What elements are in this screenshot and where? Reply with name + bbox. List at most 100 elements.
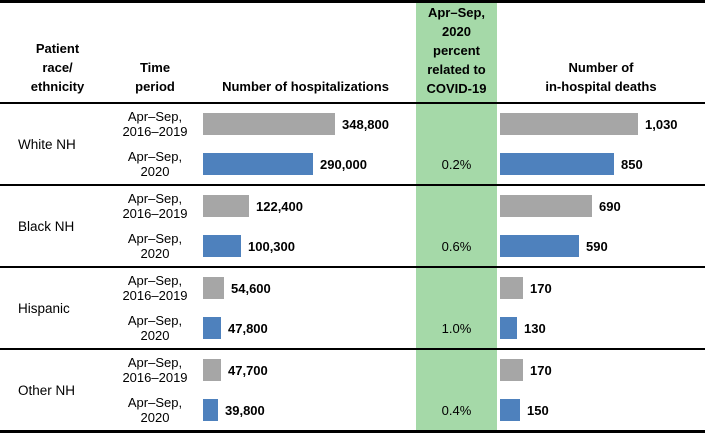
race-label: White NH <box>18 136 76 152</box>
hospitalizations-bar-prior <box>203 195 249 217</box>
period-line: 2020 <box>140 328 170 343</box>
period-line: Apr–Sep, <box>127 191 183 206</box>
race-label: Black NH <box>18 218 75 234</box>
covid-percent-cell-blank <box>416 104 497 144</box>
header-covid-line: related to <box>427 62 486 77</box>
period-line: 2020 <box>140 410 170 425</box>
covid-percent-cell-blank <box>416 350 497 390</box>
deaths-value-prior: 170 <box>530 362 552 378</box>
header-race-line: ethnicity <box>30 79 85 94</box>
race-section: Other NH Apr–Sep, 2016–2019 47,700 170 A… <box>0 350 705 430</box>
header-race: Patient race/ ethnicity <box>0 3 115 102</box>
deaths-bar-prior <box>500 277 523 299</box>
header-hospitalizations-label: Number of hospitalizations <box>222 79 389 94</box>
race-section: White NH Apr–Sep, 2016–2019 348,800 1,03… <box>0 104 705 186</box>
hospitalizations-value-prior: 54,600 <box>231 280 271 296</box>
hospitalizations-value-2020: 39,800 <box>225 402 265 418</box>
period-label-prior: Apr–Sep, 2016–2019 <box>115 186 195 226</box>
deaths-cell-2020: 150 <box>497 390 705 430</box>
covid-percent-value: 1.0% <box>441 320 472 336</box>
deaths-bar-2020 <box>500 399 520 421</box>
hospitalizations-bar-2020 <box>203 399 218 421</box>
header-deaths-line: Number of <box>568 60 634 75</box>
deaths-cell-2020: 130 <box>497 308 705 348</box>
hospitalizations-value-2020: 47,800 <box>228 320 268 336</box>
hospitalizations-bar-prior <box>203 113 335 135</box>
race-label: Other NH <box>18 382 76 398</box>
deaths-value-2020: 150 <box>527 402 549 418</box>
period-label-2020: Apr–Sep, 2020 <box>115 308 195 348</box>
period-label-2020: Apr–Sep, 2020 <box>115 390 195 430</box>
hospitalizations-bar-prior <box>203 277 224 299</box>
period-line: Apr–Sep, <box>127 231 183 246</box>
hospitalizations-cell-2020: 290,000 <box>195 144 416 184</box>
period-line: 2020 <box>140 164 170 179</box>
hospitalizations-value-prior: 47,700 <box>228 362 268 378</box>
hospitalizations-bar-2020 <box>203 235 241 257</box>
hospitalizations-value-2020: 100,300 <box>248 238 295 254</box>
deaths-cell-2020: 850 <box>497 144 705 184</box>
period-line: 2016–2019 <box>122 288 188 303</box>
deaths-bar-2020 <box>500 317 517 339</box>
header-time-line: period <box>135 79 175 94</box>
covid-percent-value: 0.2% <box>441 156 472 172</box>
period-label-2020: Apr–Sep, 2020 <box>115 144 195 184</box>
header-covid-line: percent <box>433 43 480 58</box>
hospitalizations-value-prior: 122,400 <box>256 198 303 214</box>
covid-percent-value: 0.6% <box>441 238 472 254</box>
period-line: Apr–Sep, <box>127 149 183 164</box>
header-time-line: Time <box>139 60 171 75</box>
deaths-bar-prior <box>500 113 638 135</box>
header-deaths-line: in-hospital deaths <box>545 79 657 94</box>
covid-percent-cell-blank <box>416 268 497 308</box>
header-row: Patient race/ ethnicity Time period Numb… <box>0 3 705 104</box>
hospitalizations-value-2020: 290,000 <box>320 156 367 172</box>
race-section: Hispanic Apr–Sep, 2016–2019 54,600 170 A… <box>0 268 705 350</box>
period-line: Apr–Sep, <box>127 395 183 410</box>
deaths-cell-prior: 170 <box>497 268 705 308</box>
covid-percent-cell-blank <box>416 186 497 226</box>
hospitalizations-cell-prior: 54,600 <box>195 268 416 308</box>
deaths-bar-2020 <box>500 235 579 257</box>
deaths-cell-prior: 690 <box>497 186 705 226</box>
deaths-cell-prior: 1,030 <box>497 104 705 144</box>
period-line: Apr–Sep, <box>127 313 183 328</box>
hospitalizations-cell-2020: 39,800 <box>195 390 416 430</box>
period-line: 2016–2019 <box>122 206 188 221</box>
header-covid-line: COVID-19 <box>426 81 487 96</box>
deaths-value-2020: 590 <box>586 238 608 254</box>
deaths-bar-prior <box>500 195 592 217</box>
race-section: Black NH Apr–Sep, 2016–2019 122,400 690 … <box>0 186 705 268</box>
period-line: 2016–2019 <box>122 124 188 139</box>
hospitalizations-cell-prior: 122,400 <box>195 186 416 226</box>
hospitalizations-bar-2020 <box>203 317 221 339</box>
covid-percent-value: 0.4% <box>441 402 472 418</box>
deaths-value-2020: 850 <box>621 156 643 172</box>
deaths-cell-2020: 590 <box>497 226 705 266</box>
hospitalizations-cell-prior: 348,800 <box>195 104 416 144</box>
period-line: 2020 <box>140 246 170 261</box>
race-label: Hispanic <box>18 300 70 316</box>
period-line: Apr–Sep, <box>127 355 183 370</box>
period-label-prior: Apr–Sep, 2016–2019 <box>115 268 195 308</box>
hospitalizations-cell-2020: 100,300 <box>195 226 416 266</box>
header-covid-line: 2020 <box>442 24 471 39</box>
period-label-prior: Apr–Sep, 2016–2019 <box>115 350 195 390</box>
header-race-line: Patient <box>35 41 80 56</box>
header-time-period: Time period <box>115 3 195 102</box>
deaths-value-prior: 170 <box>530 280 552 296</box>
hospitalizations-bar-2020 <box>203 153 313 175</box>
deaths-bar-2020 <box>500 153 614 175</box>
covid-percent-band <box>416 0 497 433</box>
deaths-value-prior: 1,030 <box>645 116 678 132</box>
hospitalizations-bar-prior <box>203 359 221 381</box>
deaths-value-prior: 690 <box>599 198 621 214</box>
deaths-cell-prior: 170 <box>497 350 705 390</box>
period-label-prior: Apr–Sep, 2016–2019 <box>115 104 195 144</box>
header-hospitalizations: Number of hospitalizations <box>195 3 416 102</box>
header-race-line: race/ <box>42 60 73 75</box>
deaths-bar-prior <box>500 359 523 381</box>
deaths-value-2020: 130 <box>524 320 546 336</box>
